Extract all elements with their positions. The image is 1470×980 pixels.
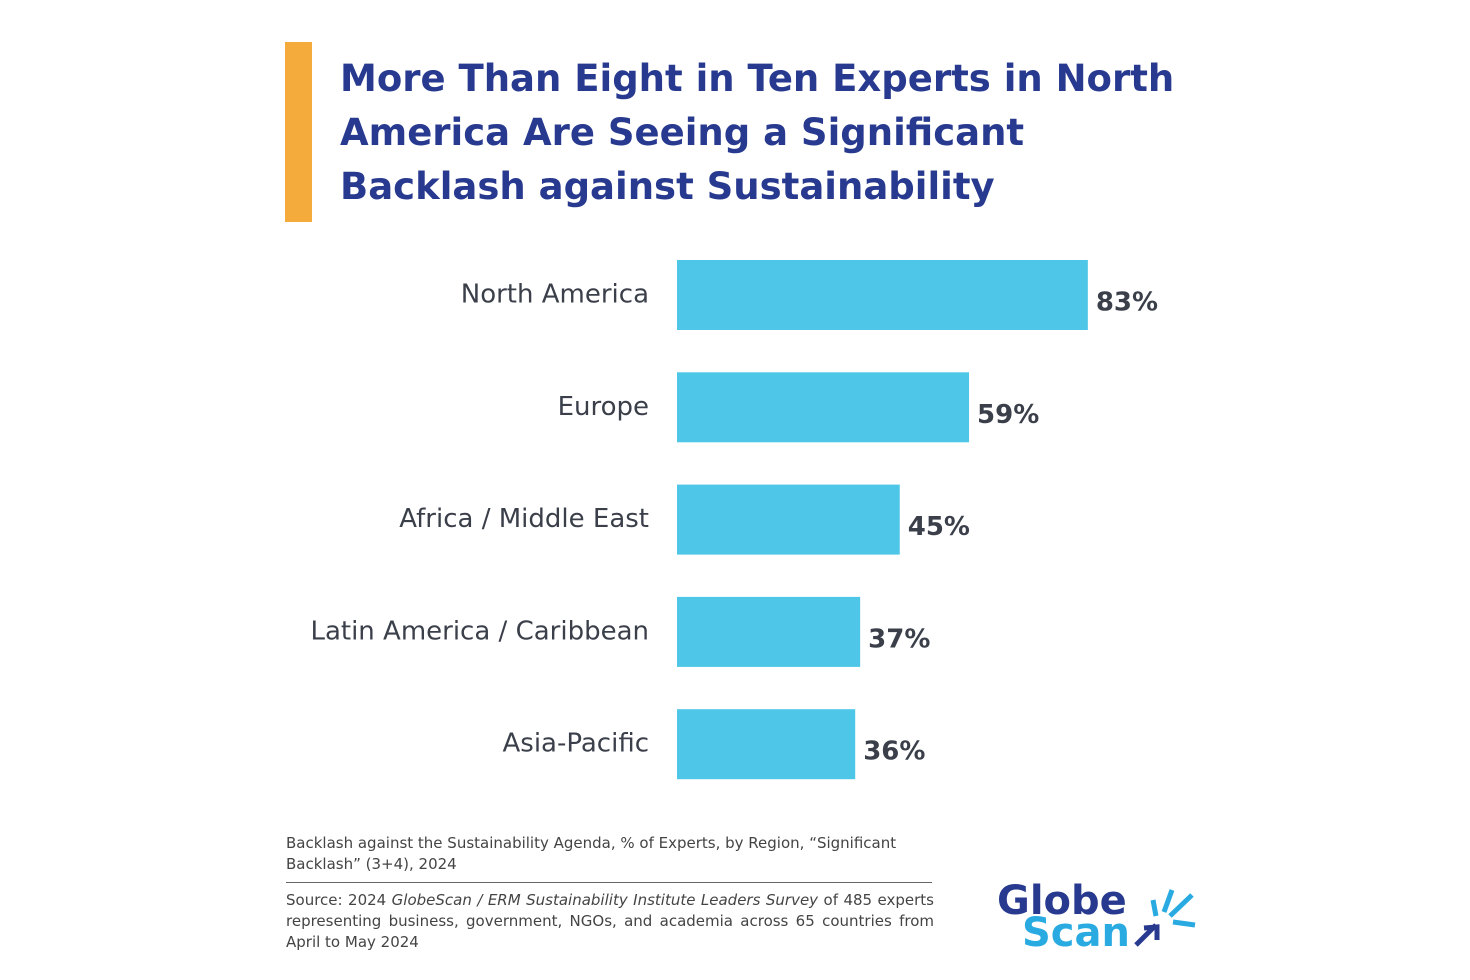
value-label: 36% <box>863 737 925 767</box>
chart-note: Backlash against the Sustainability Agen… <box>286 834 897 873</box>
value-label: 59% <box>977 400 1039 430</box>
divider <box>286 882 932 883</box>
chart-title: More Than Eight in Ten Experts in North … <box>340 57 1175 208</box>
category-label: Europe <box>558 392 649 422</box>
value-label: 45% <box>908 512 970 542</box>
category-label: Latin America / Caribbean <box>310 616 649 646</box>
bar <box>677 372 970 443</box>
bar <box>677 484 900 555</box>
value-label: 37% <box>868 624 930 654</box>
logo-text: Scan <box>1022 910 1130 956</box>
source: Source: 2024 GlobeScan / ERM Sustainabil… <box>286 890 934 953</box>
source-survey: GlobeScan / ERM Sustainability Institute… <box>391 891 819 909</box>
title-accent <box>285 42 312 222</box>
category-label: Africa / Middle East <box>399 504 649 534</box>
source-text: Source: 2024 <box>286 891 392 909</box>
category-label: Asia-Pacific <box>502 729 649 759</box>
category-label: North America <box>461 280 649 310</box>
bar <box>677 260 1088 330</box>
bar <box>677 709 856 780</box>
logo-text: Globe <box>997 878 1127 924</box>
value-label: 83% <box>1096 288 1158 318</box>
source-text: of 485 experts representing business, go… <box>286 891 934 951</box>
bar <box>677 596 861 667</box>
